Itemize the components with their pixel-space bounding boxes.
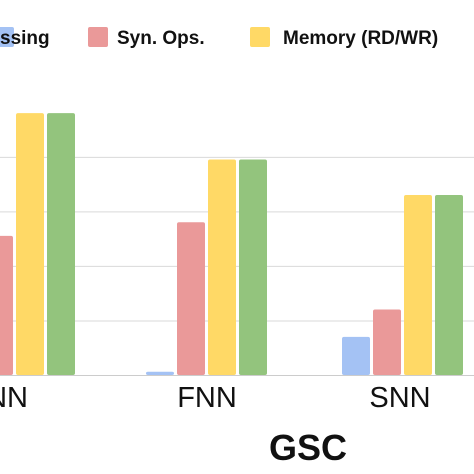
bar-nn-series-3 (47, 113, 75, 375)
legend-swatch-memory (250, 27, 270, 47)
bar-fnn-series-3 (239, 159, 267, 375)
legend-swatch-ssing (0, 27, 14, 47)
legend-label-ssing: ssing (0, 28, 50, 49)
bar-nn-series-1 (0, 235, 13, 375)
bar-snn-series-1 (373, 309, 401, 375)
bar-nn-series-2 (16, 113, 44, 375)
legend-label-memory: Memory (RD/WR) (283, 28, 438, 49)
legend-label-syn-ops: Syn. Ops. (117, 28, 205, 49)
x-tick-label-snn: SNN (369, 382, 430, 414)
legend: ssing Syn. Ops. Memory (RD/WR) (0, 27, 438, 49)
bar-snn-series-2 (404, 195, 432, 375)
bars-layer (0, 113, 463, 375)
chart-title: GSC (269, 427, 347, 468)
x-tick-label-nn: NN (0, 382, 28, 414)
bar-fnn-series-2 (208, 159, 236, 375)
bar-fnn-series-1 (177, 222, 205, 375)
bar-snn-series-0 (342, 336, 370, 375)
bar-fnn-series-0 (146, 371, 174, 375)
bar-snn-series-3 (435, 195, 463, 375)
legend-swatch-syn-ops (88, 27, 108, 47)
x-tick-label-fnn: FNN (177, 382, 237, 414)
